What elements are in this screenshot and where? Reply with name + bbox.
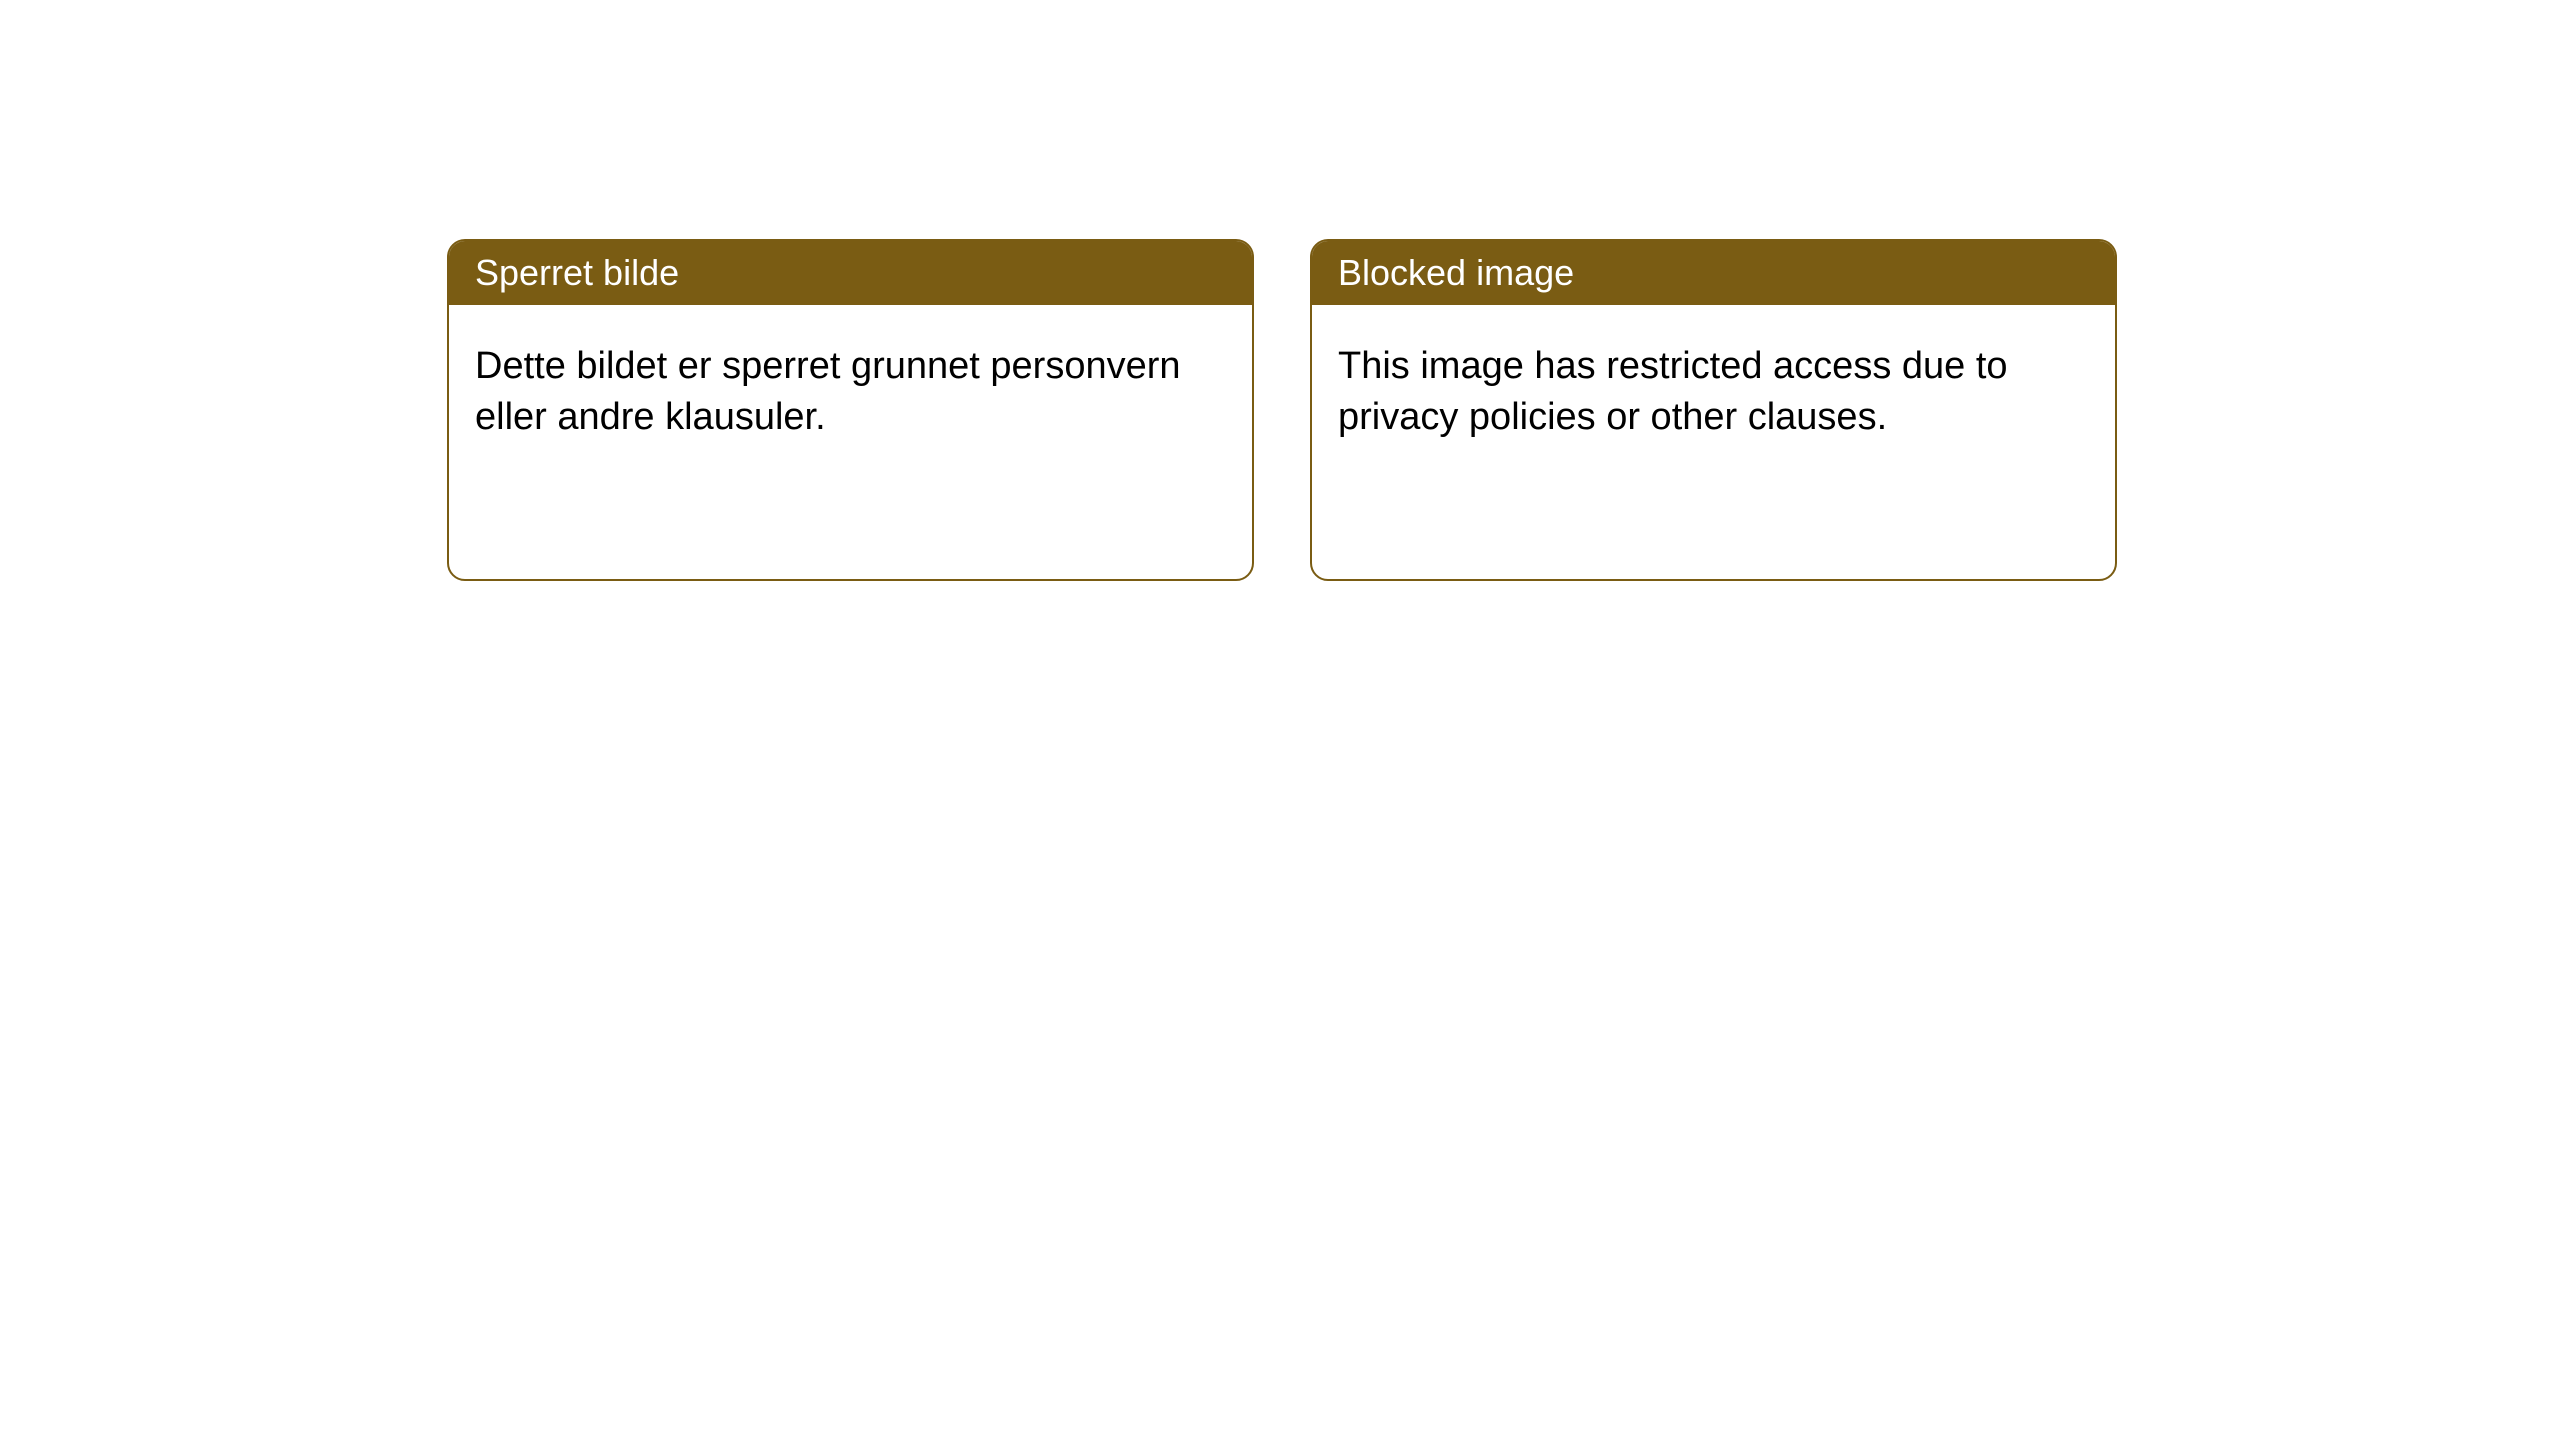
notice-card-title: Blocked image	[1338, 252, 1574, 293]
notice-card-text: This image has restricted access due to …	[1338, 345, 2008, 438]
notice-card-english: Blocked image This image has restricted …	[1310, 239, 2117, 581]
notice-card-body: This image has restricted access due to …	[1312, 305, 2115, 579]
notice-card-body: Dette bildet er sperret grunnet personve…	[449, 305, 1252, 579]
notice-card-norwegian: Sperret bilde Dette bildet er sperret gr…	[447, 239, 1254, 581]
notice-card-text: Dette bildet er sperret grunnet personve…	[475, 345, 1181, 438]
notice-card-header: Sperret bilde	[449, 241, 1252, 305]
notice-card-header: Blocked image	[1312, 241, 2115, 305]
notice-cards-container: Sperret bilde Dette bildet er sperret gr…	[447, 239, 2117, 581]
notice-card-title: Sperret bilde	[475, 252, 679, 293]
